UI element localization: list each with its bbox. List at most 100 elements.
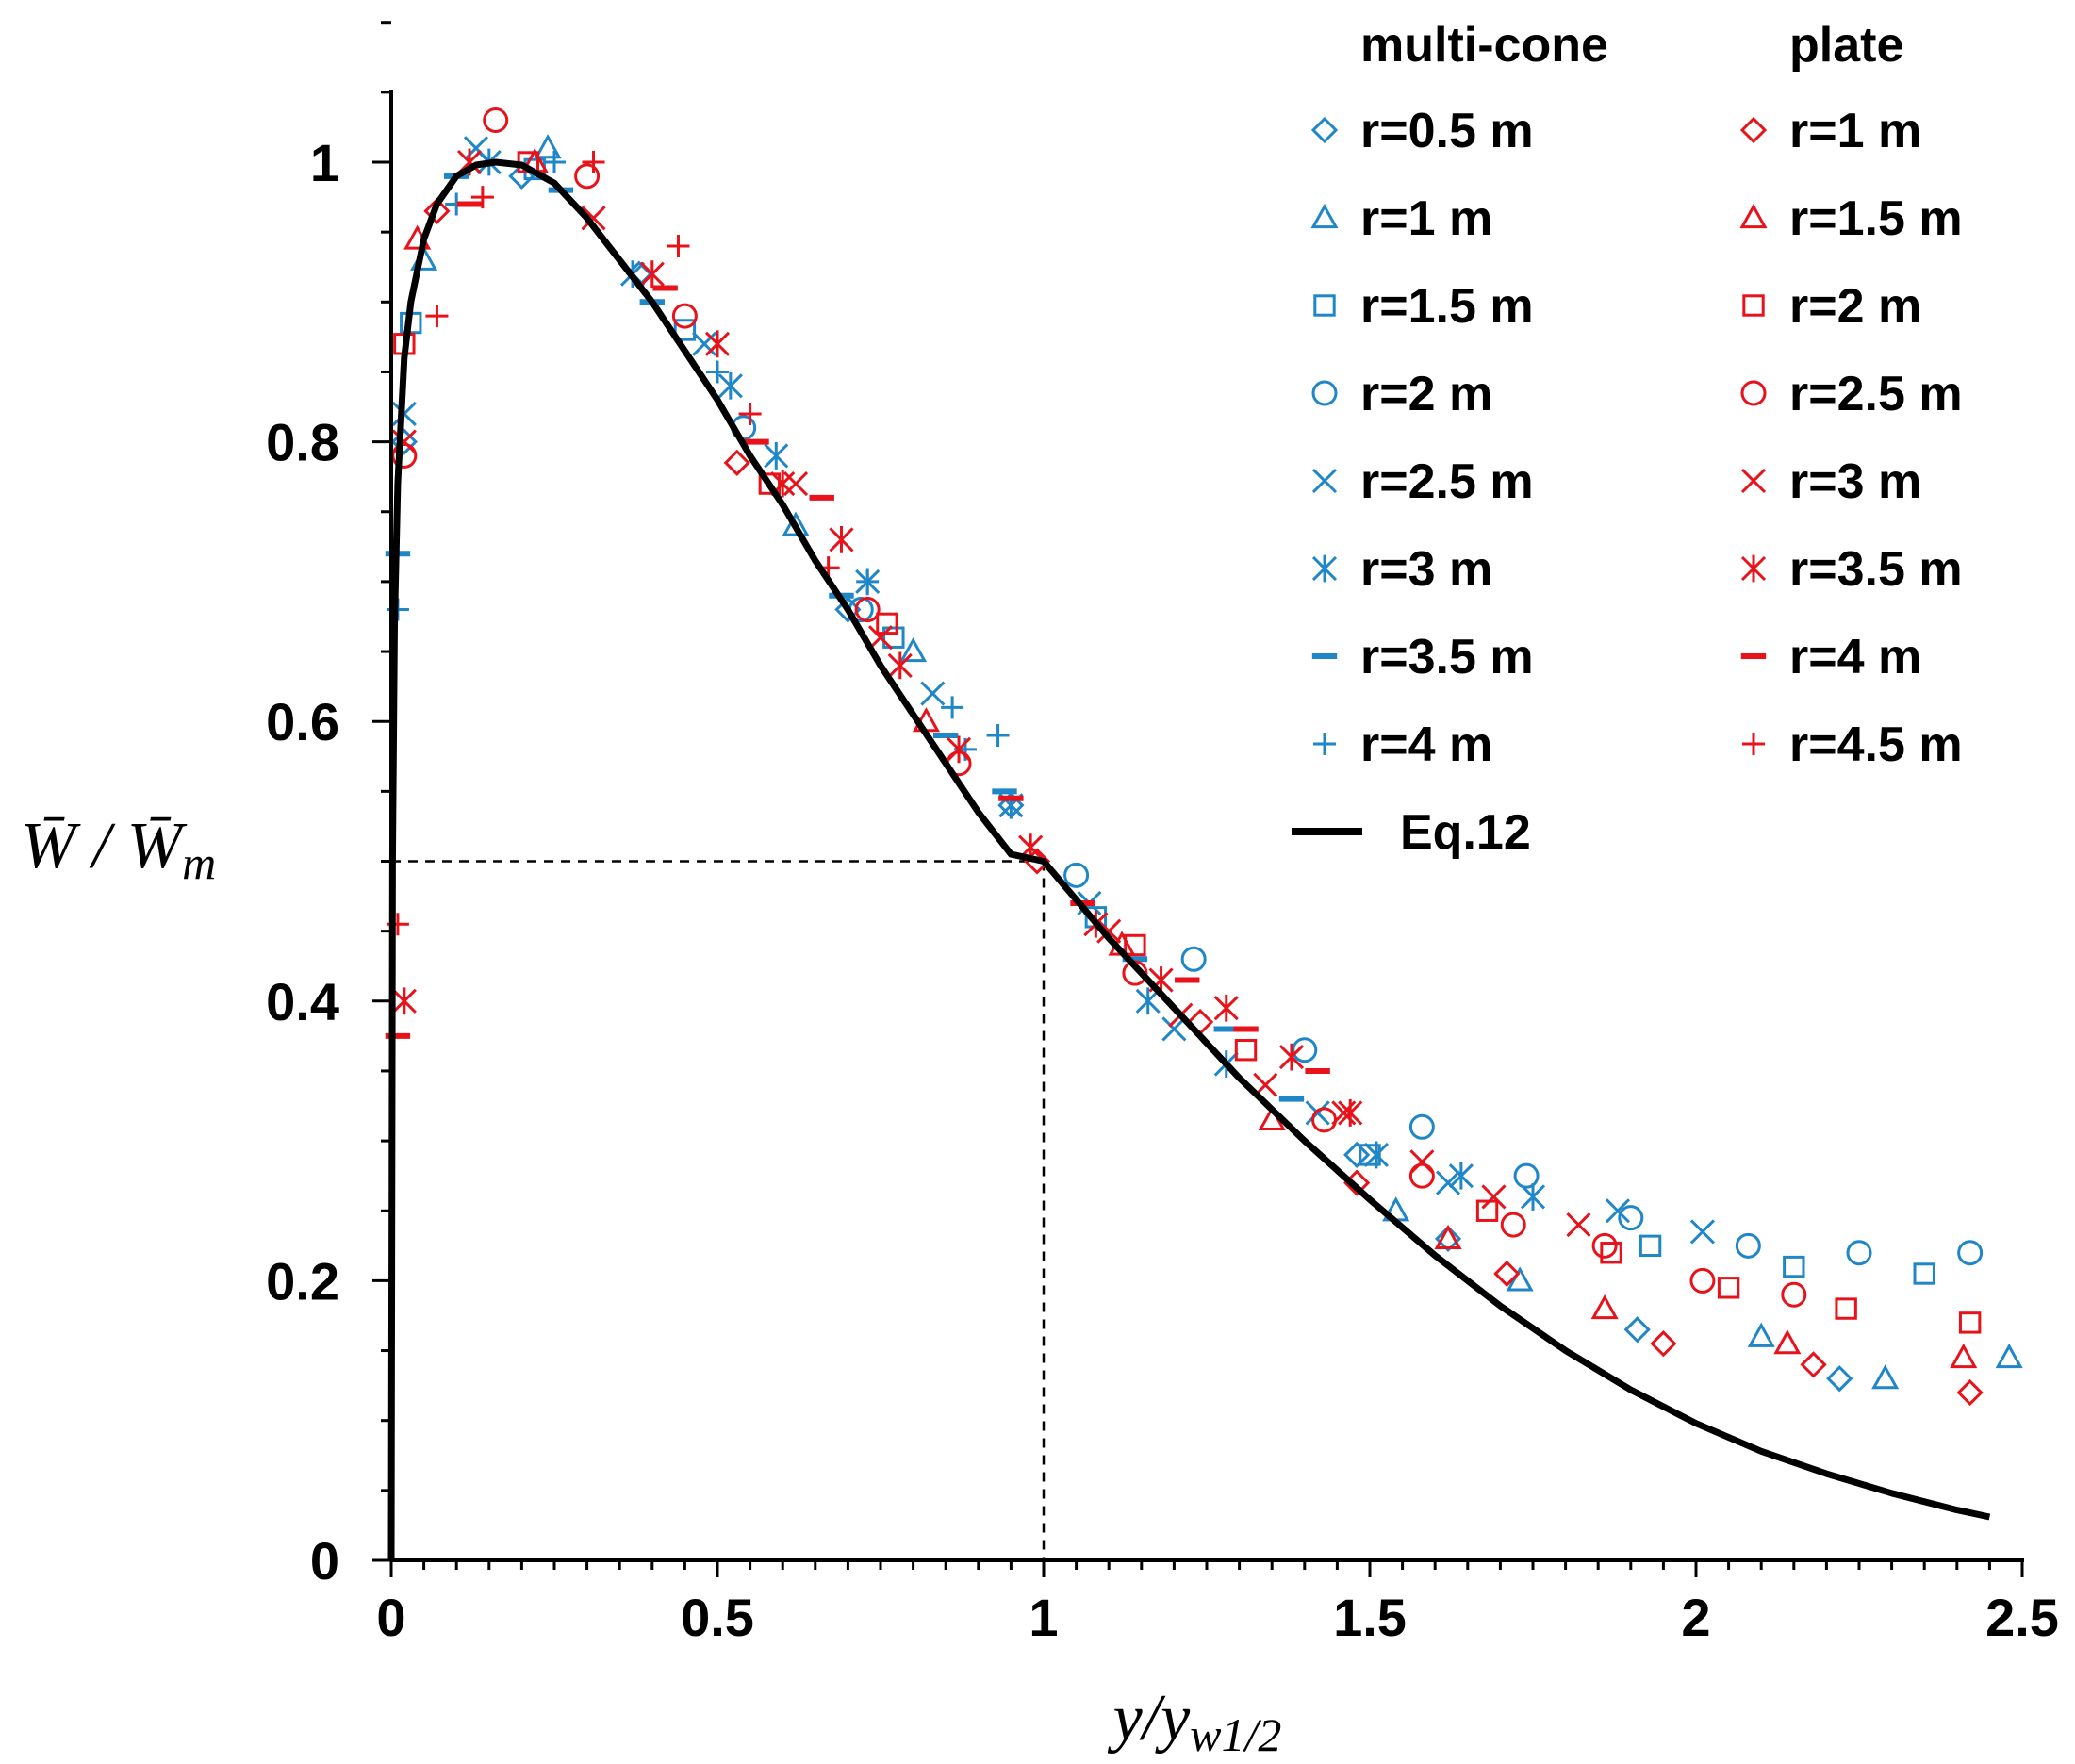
- data-point: [1161, 1016, 1187, 1042]
- data-point: [887, 651, 913, 680]
- series-plate-r-4-m: [385, 201, 1330, 1074]
- data-point: [1481, 1184, 1507, 1210]
- y-tick-label: 1: [310, 133, 339, 192]
- legend-label: r=3 m: [1360, 542, 1492, 597]
- data-point: [1846, 1240, 1872, 1266]
- legend-entry: r=3 m: [1311, 542, 1492, 597]
- data-point: [470, 186, 494, 209]
- data-point: [1096, 918, 1122, 944]
- legend-marker: [1742, 294, 1765, 317]
- data-point: [1956, 1378, 1984, 1407]
- legend-label: r=1.5 m: [1360, 279, 1534, 334]
- data-point: [1835, 1297, 1857, 1320]
- data-point: [574, 163, 601, 190]
- data-point: [1343, 1141, 1371, 1169]
- legend-entry: r=3.5 m: [1740, 542, 1963, 597]
- data-point: [1338, 1099, 1363, 1127]
- x-axis-label-sub: w1/2: [1190, 1708, 1281, 1761]
- legend-label: r=1.5 m: [1789, 191, 1963, 246]
- legend-marker: [1740, 554, 1767, 583]
- data-point: [1800, 1351, 1827, 1378]
- data-point: [1566, 1212, 1591, 1238]
- data-point: [738, 402, 762, 425]
- legend: multi-cone r=0.5 m r=1 m r=1.5 m r=2 m r=2.5 …: [1292, 18, 1963, 860]
- legend-marker: [1740, 380, 1767, 406]
- data-point: [1826, 1365, 1853, 1393]
- series-plate-r-2-5-m: [391, 107, 1807, 1308]
- data-point: [581, 206, 606, 231]
- series-plate-r-1-5-m: [403, 147, 1978, 1369]
- legend-marker: [1742, 733, 1765, 755]
- legend-title: multi-cone: [1360, 18, 1608, 73]
- series-plate-r-2-m: [393, 151, 1982, 1334]
- legend-marker: [1739, 116, 1768, 144]
- legend-entry: r=4.5 m: [1742, 717, 1963, 772]
- series-plate-r-1-m: [423, 197, 1984, 1407]
- legend-marker: [1311, 380, 1338, 406]
- data-point: [543, 151, 566, 173]
- data-point: [692, 331, 717, 356]
- y-tick-label: 0: [310, 1531, 339, 1591]
- data-point: [941, 696, 964, 719]
- data-point: [856, 569, 880, 593]
- x-axis-label-main: y/y: [1108, 1682, 1192, 1755]
- data-point: [1600, 1242, 1622, 1264]
- data-point: [1409, 1149, 1435, 1175]
- data-point: [758, 472, 782, 495]
- data-point: [639, 260, 665, 289]
- x-axis-label: y/yw1/2: [1108, 1682, 1282, 1761]
- legend-entry: r=1.5 m: [1313, 279, 1534, 334]
- data-point: [920, 681, 946, 706]
- data-point: [1717, 1277, 1740, 1299]
- x-tick-label: 2: [1681, 1588, 1710, 1647]
- legend-entry: r=4 m: [1740, 630, 1921, 684]
- data-point: [1639, 1234, 1662, 1258]
- plot-area: [385, 107, 2023, 1561]
- data-point: [1124, 933, 1146, 957]
- data-point: [782, 471, 809, 497]
- data-point: [1408, 1113, 1435, 1140]
- data-point: [1493, 1260, 1521, 1288]
- data-point: [867, 625, 894, 651]
- x-tick-label: 0: [376, 1588, 405, 1647]
- data-point: [673, 319, 697, 341]
- data-point: [706, 360, 729, 384]
- legend-marker: [1311, 468, 1338, 494]
- data-point: [534, 134, 562, 159]
- data-point: [1689, 1219, 1715, 1245]
- data-point: [1434, 1224, 1462, 1250]
- data-point: [1605, 1198, 1631, 1224]
- legend-label: r=3 m: [1789, 454, 1921, 509]
- data-point: [391, 987, 417, 1015]
- legend-entry: r=2 m: [1742, 279, 1921, 334]
- legend-marker: [1313, 733, 1336, 755]
- legend-column-multi-cone: multi-cone r=0.5 m r=1 m r=1.5 m r=2 m r=2.5 …: [1310, 18, 1608, 772]
- data-point: [423, 197, 451, 225]
- legend-label: r=1 m: [1789, 104, 1921, 158]
- data-point: [582, 151, 605, 173]
- data-point: [671, 303, 698, 329]
- x-tick-label: 1.5: [1333, 1588, 1407, 1647]
- legend-label: r=3.5 m: [1789, 542, 1963, 597]
- data-point: [876, 612, 898, 635]
- data-point: [717, 371, 743, 400]
- legend-entry: r=2.5 m: [1311, 454, 1534, 509]
- legend-entry: r=2 m: [1311, 367, 1492, 421]
- legend-label: r=3.5 m: [1360, 630, 1534, 684]
- data-point: [1747, 1322, 1775, 1347]
- data-point: [1735, 1232, 1761, 1259]
- x-tick-label: 1: [1029, 1588, 1058, 1647]
- series-plate-r-3-5-m: [391, 148, 1363, 1127]
- data-point: [1773, 1329, 1802, 1355]
- legend-label: r=4 m: [1789, 630, 1921, 684]
- series-multi-cone-r-1-m: [410, 134, 2023, 1390]
- series-multi-cone-r-4-m: [386, 151, 1010, 761]
- legend-marker: [1310, 116, 1339, 144]
- legend-column-plate: plate r=1 m r=1.5 m r=2 m r=2.5 m r=3 m r=3.5 …: [1739, 18, 1963, 772]
- legend-label: r=2 m: [1789, 279, 1921, 334]
- legend-label: r=2.5 m: [1360, 454, 1534, 509]
- x-tick-label: 2.5: [1985, 1588, 2059, 1647]
- data-point: [1359, 1144, 1381, 1166]
- data-point: [782, 511, 810, 536]
